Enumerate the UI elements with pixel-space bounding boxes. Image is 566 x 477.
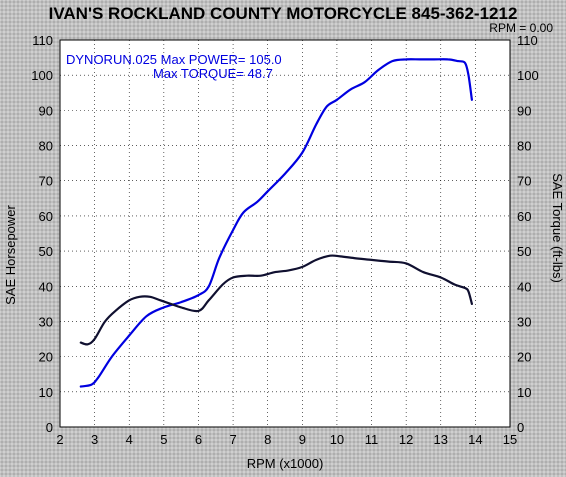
y-tick-label-left: 30: [39, 314, 53, 329]
plot-border: [59, 39, 511, 428]
x-tick-label: 9: [299, 432, 306, 447]
torque-curve: [79, 254, 473, 346]
y-tick-label-right: 10: [517, 385, 531, 400]
rpm-readout: RPM = 0.00: [489, 21, 553, 35]
y-tick-label-right: 20: [517, 350, 531, 365]
y-tick-label-left: 110: [32, 33, 53, 48]
y-tick-label-left: 100: [31, 68, 53, 83]
y-axis-label-left: SAE Horsepower: [3, 204, 18, 304]
y-tick-label-left: 70: [39, 174, 53, 189]
y-tick-label-left: 90: [39, 103, 53, 118]
annotation-power: DYNORUN.025 Max POWER= 105.0: [66, 52, 282, 67]
y-tick-label-left: 60: [39, 209, 53, 224]
x-tick-label: 12: [399, 432, 413, 447]
y-tick-label-right: 80: [517, 139, 531, 154]
y-tick-label-right: 70: [517, 174, 531, 189]
x-tick-label: 15: [503, 432, 517, 447]
plot-area: [60, 40, 510, 427]
x-tick-label: 3: [91, 432, 98, 447]
y-tick-label-right: 90: [517, 103, 531, 118]
x-tick-label: 11: [365, 432, 379, 447]
y-tick-label-left: 10: [39, 385, 53, 400]
y-tick-label-left: 80: [39, 139, 53, 154]
x-tick-label: 6: [195, 432, 202, 447]
series-lines: [79, 58, 473, 388]
y-tick-label-right: 50: [517, 244, 531, 259]
x-tick-label: 13: [434, 432, 448, 447]
y-tick-label-right: 60: [517, 209, 531, 224]
grid: [59, 39, 511, 428]
x-tick-label: 10: [330, 432, 344, 447]
x-tick-label: 7: [229, 432, 236, 447]
y-tick-label-left: 40: [39, 279, 53, 294]
y-tick-label-left: 50: [39, 244, 53, 259]
annotation-torque: Max TORQUE= 48.7: [153, 66, 273, 81]
x-tick-label: 4: [126, 432, 133, 447]
x-tick-label: 5: [160, 432, 167, 447]
y-tick-label-right: 100: [517, 68, 539, 83]
x-axis-label: RPM (x1000): [247, 456, 324, 471]
x-tick-label: 2: [56, 432, 63, 447]
y-tick-label-right: 110: [517, 33, 538, 48]
y-tick-label-right: 40: [517, 279, 531, 294]
x-tick-label: 8: [264, 432, 271, 447]
y-tick-label-left: 20: [39, 350, 53, 365]
y-tick-label-right: 30: [517, 314, 531, 329]
chart-title: IVAN'S ROCKLAND COUNTY MOTORCYCLE 845-36…: [49, 4, 518, 23]
y-tick-label-right: 0: [517, 420, 524, 435]
y-axis-label-right: SAE Torque (ft-lbs): [550, 173, 565, 283]
y-tick-label-left: 0: [46, 420, 53, 435]
power-curve: [79, 58, 473, 388]
x-tick-label: 14: [468, 432, 482, 447]
